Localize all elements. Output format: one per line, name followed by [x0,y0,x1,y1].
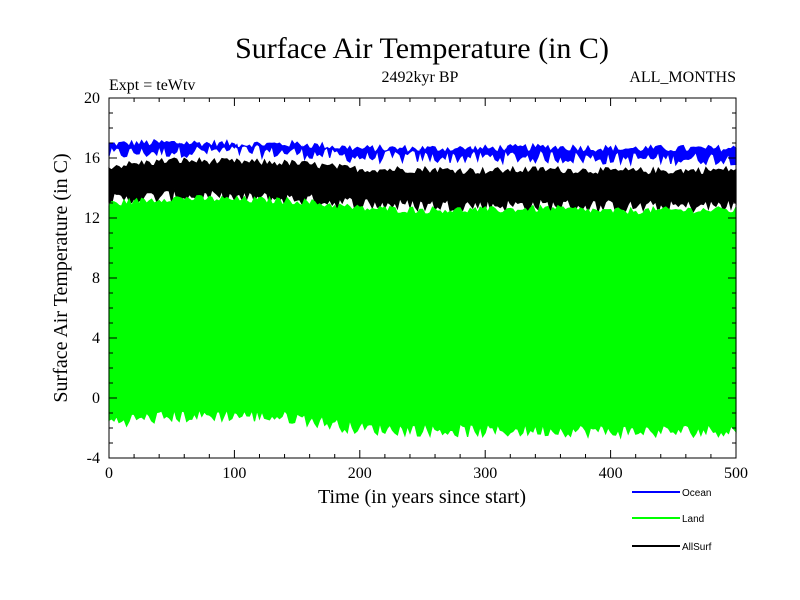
series-layer [108,139,737,440]
legend-label-land: Land [682,514,704,525]
legend-label-ocean: Ocean [682,488,711,499]
series-land [108,194,737,440]
x-tick-label: 200 [348,465,372,482]
chart-title: Surface Air Temperature (in C) [235,32,609,65]
chart-subtitle: 2492kyr BP [382,69,459,86]
y-tick-label: 12 [84,210,100,227]
y-tick-label: 0 [92,390,100,407]
y-axis-label: Surface Air Temperature (in C) [50,153,72,402]
y-tick-label: 8 [92,270,100,287]
x-tick-label: 100 [222,465,246,482]
months-label: ALL_MONTHS [629,69,736,86]
ticks-layer: 0 100 200 300 400 500 -4 0 4 8 12 16 20 [84,90,748,482]
x-tick-label: 300 [473,465,497,482]
y-tick-label: 4 [92,330,100,347]
experiment-label: Expt = teWtv [109,77,195,94]
x-axis-label: Time (in years since start) [318,486,526,508]
legend-label-allsurf: AllSurf [682,542,712,553]
x-tick-label: 0 [105,465,113,482]
y-tick-label: -4 [87,450,100,467]
y-tick-label: 16 [84,150,100,167]
x-tick-label: 400 [599,465,623,482]
legend: Ocean Land AllSurf [632,488,712,553]
x-tick-label: 500 [724,465,748,482]
y-tick-label: 20 [84,90,100,107]
